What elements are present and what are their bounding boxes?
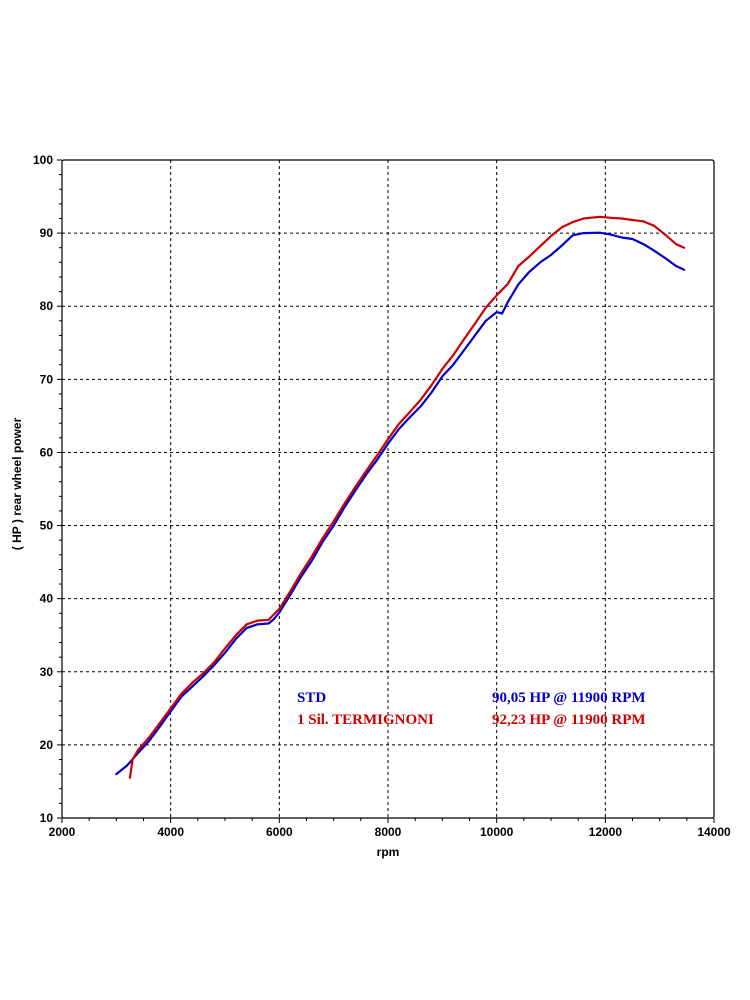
y-tick-label: 30 xyxy=(40,665,54,679)
x-tick-label: 10000 xyxy=(480,825,514,839)
series-lines xyxy=(115,215,686,779)
y-tick-label: 80 xyxy=(40,299,54,313)
y-tick-label: 60 xyxy=(40,445,54,459)
x-tick-label: 14000 xyxy=(697,825,731,839)
grid-lines xyxy=(62,160,714,818)
x-tick-label: 8000 xyxy=(375,825,402,839)
x-tick-label: 6000 xyxy=(266,825,293,839)
y-tick-label: 70 xyxy=(40,372,54,386)
legend-series-std-name: STD xyxy=(297,690,326,706)
y-tick-label: 100 xyxy=(33,153,53,167)
y-tick-label: 10 xyxy=(40,811,54,825)
series-line-std xyxy=(115,231,686,776)
y-tick-label: 20 xyxy=(40,738,54,752)
legend-series-termignoni-summary: 92,23 HP @ 11900 RPM xyxy=(492,712,646,728)
y-axis-label: ( HP ) rear wheel power xyxy=(10,417,24,550)
x-tick-label: 4000 xyxy=(157,825,184,839)
y-tick-label: 90 xyxy=(40,226,54,240)
legend: STD 90,05 HP @ 11900 RPM 1 Sil. TERMIGNO… xyxy=(297,690,646,728)
x-axis-label: rpm xyxy=(377,845,400,859)
series-line-termignoni xyxy=(128,215,686,779)
legend-series-std-summary: 90,05 HP @ 11900 RPM xyxy=(492,690,646,706)
y-tick-label: 40 xyxy=(40,592,54,606)
x-tick-label: 2000 xyxy=(49,825,76,839)
axis-ticks: 2000 4000 6000 8000 10000 12000 14000 10 20 30 40 5… xyxy=(33,153,731,839)
y-tick-label: 50 xyxy=(40,519,54,533)
x-tick-label: 12000 xyxy=(589,825,623,839)
legend-series-termignoni-name: 1 Sil. TERMIGNONI xyxy=(297,712,434,728)
